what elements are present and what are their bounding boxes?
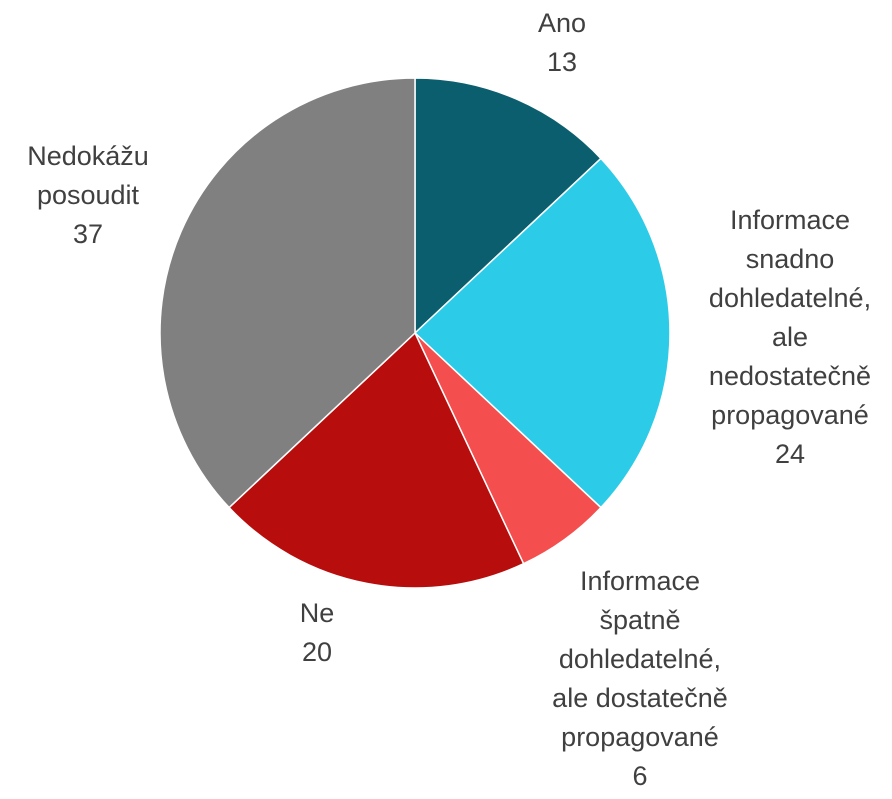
category-label: Ano xyxy=(537,8,587,38)
value-label: 6 xyxy=(632,761,648,791)
value-label: 13 xyxy=(546,47,578,77)
category-label: Informace snadno dohledatelné, ale nedos… xyxy=(708,205,872,430)
category-label: Ne xyxy=(299,598,335,628)
slice-label: Informace špatně dohledatelné, ale dosta… xyxy=(552,562,728,796)
slice-label: Ne 20 xyxy=(300,594,335,672)
value-label: 24 xyxy=(774,439,806,469)
value-label: 37 xyxy=(72,219,104,249)
pie-slice xyxy=(159,77,416,509)
category-label: Informace špatně dohledatelné, ale dosta… xyxy=(552,566,728,752)
pie-slice xyxy=(228,331,525,589)
slice-label: Ano 13 xyxy=(538,4,586,82)
pie-slice xyxy=(413,157,671,509)
value-label: 20 xyxy=(301,637,333,667)
slice-label: Informace snadno dohledatelné, ale nedos… xyxy=(709,201,871,474)
pie-slice xyxy=(414,77,602,335)
slice-label: Nedokážu posoudit 37 xyxy=(27,137,149,254)
category-label: Nedokážu posoudit xyxy=(27,141,149,210)
